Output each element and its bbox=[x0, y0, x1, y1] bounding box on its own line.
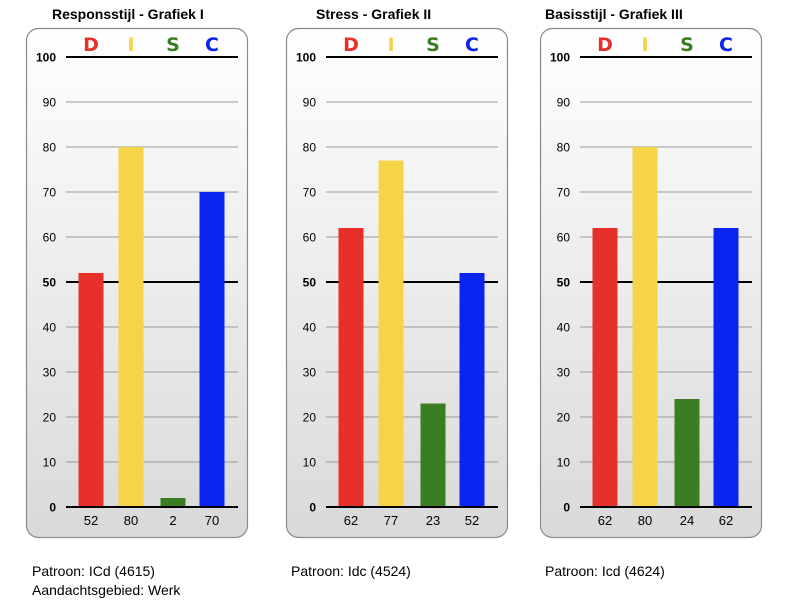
category-label-i: I bbox=[641, 34, 648, 56]
y-tick-label: 100 bbox=[36, 51, 56, 65]
pattern-info-3: Patroon: Icd (4624) bbox=[545, 562, 665, 581]
y-tick-label: 80 bbox=[557, 141, 571, 155]
value-label-s: 24 bbox=[680, 513, 694, 528]
bar-c bbox=[713, 228, 739, 507]
y-tick-label: 20 bbox=[557, 411, 571, 425]
y-tick-label: 90 bbox=[43, 96, 57, 110]
bar-s bbox=[674, 399, 700, 507]
value-label-i: 77 bbox=[384, 513, 398, 528]
y-tick-label: 90 bbox=[303, 96, 317, 110]
y-tick-label: 100 bbox=[296, 51, 316, 65]
y-tick-label: 40 bbox=[557, 321, 571, 335]
y-tick-label: 80 bbox=[43, 141, 57, 155]
bar-i bbox=[378, 160, 404, 507]
category-label-c: C bbox=[205, 34, 219, 56]
chart-svg: 0 10 20 30 40 50 60 70 80 90 100 D I S C 62 77 23 52 bbox=[285, 27, 509, 539]
y-tick-label: 30 bbox=[303, 366, 317, 380]
y-tick-label: 70 bbox=[557, 186, 571, 200]
value-label-d: 62 bbox=[598, 513, 612, 528]
chart-title-1: Responsstijl - Grafiek I bbox=[52, 6, 204, 22]
y-tick-label: 0 bbox=[309, 501, 316, 515]
y-tick-label: 30 bbox=[43, 366, 57, 380]
y-tick-label: 70 bbox=[303, 186, 317, 200]
value-label-s: 2 bbox=[169, 513, 176, 528]
y-tick-label: 60 bbox=[43, 231, 57, 245]
pattern-label-3: Patroon: Icd (4624) bbox=[545, 563, 665, 579]
bar-i bbox=[632, 147, 658, 507]
value-label-i: 80 bbox=[124, 513, 138, 528]
value-label-d: 62 bbox=[344, 513, 358, 528]
chart-panel-1: 0 10 20 30 40 50 60 70 80 90 100 D I S C 52 80 2 70 bbox=[25, 27, 249, 539]
y-tick-label: 30 bbox=[557, 366, 571, 380]
y-tick-label: 0 bbox=[49, 501, 56, 515]
value-label-c: 62 bbox=[719, 513, 733, 528]
bar-d bbox=[78, 273, 104, 507]
value-label-c: 70 bbox=[205, 513, 219, 528]
y-tick-label: 0 bbox=[563, 501, 570, 515]
y-tick-label: 10 bbox=[557, 456, 571, 470]
focus-area-label: Aandachtsgebied: Werk bbox=[32, 582, 181, 598]
value-label-d: 52 bbox=[84, 513, 98, 528]
y-tick-label: 10 bbox=[43, 456, 57, 470]
category-label-d: D bbox=[83, 34, 99, 56]
pattern-info-2: Patroon: Idc (4524) bbox=[291, 562, 411, 581]
y-tick-label: 50 bbox=[557, 276, 571, 290]
chart-svg: 0 10 20 30 40 50 60 70 80 90 100 D I S C 52 80 2 70 bbox=[25, 27, 249, 539]
y-tick-label: 50 bbox=[303, 276, 317, 290]
y-tick-label: 100 bbox=[550, 51, 570, 65]
category-label-c: C bbox=[465, 34, 479, 56]
category-label-s: S bbox=[426, 34, 440, 56]
category-label-i: I bbox=[127, 34, 134, 56]
category-label-d: D bbox=[343, 34, 359, 56]
chart-svg: 0 10 20 30 40 50 60 70 80 90 100 D I S C 62 80 24 62 bbox=[539, 27, 763, 539]
category-label-c: C bbox=[719, 34, 733, 56]
y-tick-label: 10 bbox=[303, 456, 317, 470]
y-tick-label: 20 bbox=[303, 411, 317, 425]
bar-i bbox=[118, 147, 144, 507]
y-tick-label: 70 bbox=[43, 186, 57, 200]
category-label-i: I bbox=[387, 34, 394, 56]
bar-d bbox=[592, 228, 618, 507]
value-label-i: 80 bbox=[638, 513, 652, 528]
pattern-label-1: Patroon: ICd (4615) bbox=[32, 563, 155, 579]
chart-title-2: Stress - Grafiek II bbox=[316, 6, 432, 22]
y-tick-label: 90 bbox=[557, 96, 571, 110]
y-tick-label: 40 bbox=[303, 321, 317, 335]
value-label-s: 23 bbox=[426, 513, 440, 528]
chart-panel-3: 0 10 20 30 40 50 60 70 80 90 100 D I S C 62 80 24 62 bbox=[539, 27, 763, 539]
category-label-d: D bbox=[597, 34, 613, 56]
bar-s bbox=[420, 403, 446, 507]
y-tick-label: 50 bbox=[43, 276, 57, 290]
chart-title-3: Basisstijl - Grafiek III bbox=[545, 6, 683, 22]
bar-s bbox=[160, 498, 186, 507]
y-tick-label: 40 bbox=[43, 321, 57, 335]
pattern-label-2: Patroon: Idc (4524) bbox=[291, 563, 411, 579]
category-label-s: S bbox=[166, 34, 180, 56]
y-tick-label: 20 bbox=[43, 411, 57, 425]
pattern-info-1: Patroon: ICd (4615) Aandachtsgebied: Wer… bbox=[32, 562, 180, 600]
y-tick-label: 60 bbox=[557, 231, 571, 245]
bar-d bbox=[338, 228, 364, 507]
y-tick-label: 80 bbox=[303, 141, 317, 155]
value-label-c: 52 bbox=[465, 513, 479, 528]
bar-c bbox=[459, 273, 485, 507]
bar-c bbox=[199, 192, 225, 507]
category-label-s: S bbox=[680, 34, 694, 56]
y-tick-label: 60 bbox=[303, 231, 317, 245]
chart-panel-2: 0 10 20 30 40 50 60 70 80 90 100 D I S C 62 77 23 52 bbox=[285, 27, 509, 539]
